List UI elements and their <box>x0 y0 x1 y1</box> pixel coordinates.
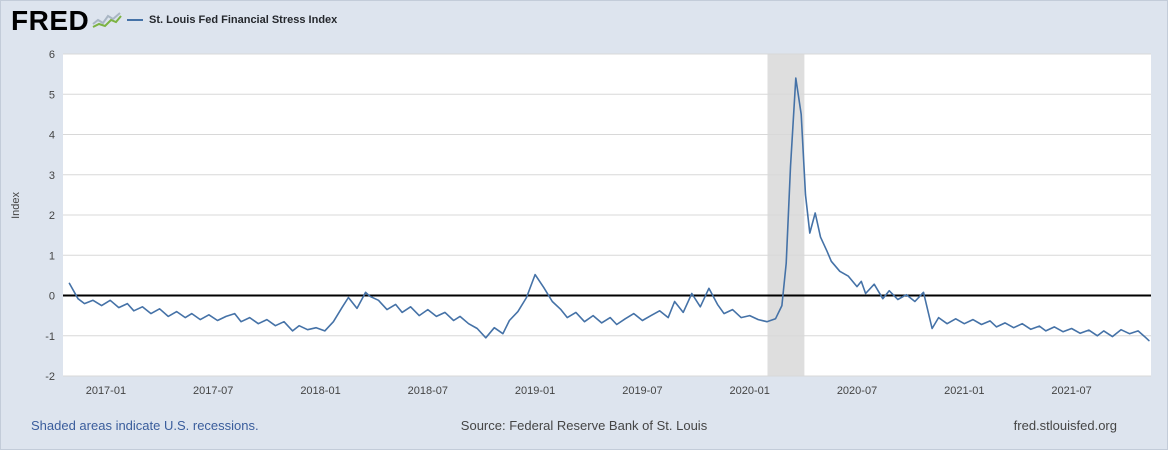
legend-line-icon <box>127 19 143 21</box>
y-tick-label: 3 <box>49 170 55 182</box>
x-tick-label: 2020-07 <box>837 385 877 397</box>
sparkline-green-line <box>92 15 123 28</box>
x-tick-label: 2019-07 <box>622 385 662 397</box>
x-tick-label: 2021-07 <box>1051 385 1091 397</box>
y-tick-label: 4 <box>49 130 55 142</box>
fred-logo-text: FRED <box>11 5 90 36</box>
y-tick-label: 6 <box>49 49 55 61</box>
site-link[interactable]: fred.stlouisfed.org <box>1013 418 1117 433</box>
x-tick-label: 2018-01 <box>300 385 340 397</box>
y-tick-label: -2 <box>45 371 55 383</box>
y-tick-label: 0 <box>49 291 55 303</box>
header: FRED St. Louis Fed Financial Stress Inde… <box>1 1 1167 46</box>
fred-logo[interactable]: FRED <box>11 5 123 37</box>
sparkline-gray-line <box>92 12 121 25</box>
x-tick-label: 2021-01 <box>944 385 984 397</box>
fred-sparkline-icon <box>92 12 123 28</box>
footer: Shaded areas indicate U.S. recessions. S… <box>1 418 1167 442</box>
x-tick-label: 2017-01 <box>86 385 126 397</box>
x-tick-label: 2019-01 <box>515 385 555 397</box>
chart-area: 6 5 4 3 2 1 0 -1 -2 2017-01 2017-07 2018-01 2018-07 2… <box>1 46 1168 401</box>
y-tick-label: 2 <box>49 210 55 222</box>
series-line[interactable] <box>68 77 1150 342</box>
x-tick-label: 2017-07 <box>193 385 233 397</box>
chart-svg[interactable]: 6 5 4 3 2 1 0 -1 -2 2017-01 2017-07 2018-01 2018-07 2… <box>1 46 1168 401</box>
y-axis-title: Index <box>10 192 22 219</box>
source-text: Source: Federal Reserve Bank of St. Loui… <box>460 418 708 433</box>
x-tick-label: 2018-07 <box>408 385 448 397</box>
series-legend: St. Louis Fed Financial Stress Index <box>127 14 337 26</box>
series-legend-label: St. Louis Fed Financial Stress Index <box>149 14 338 26</box>
y-tick-label: -1 <box>45 331 55 343</box>
y-tick-label: 5 <box>49 89 55 101</box>
recessions-note-link[interactable]: Shaded areas indicate U.S. recessions. <box>31 418 259 433</box>
y-tick-label: 1 <box>49 250 55 262</box>
x-tick-label: 2020-01 <box>730 385 770 397</box>
